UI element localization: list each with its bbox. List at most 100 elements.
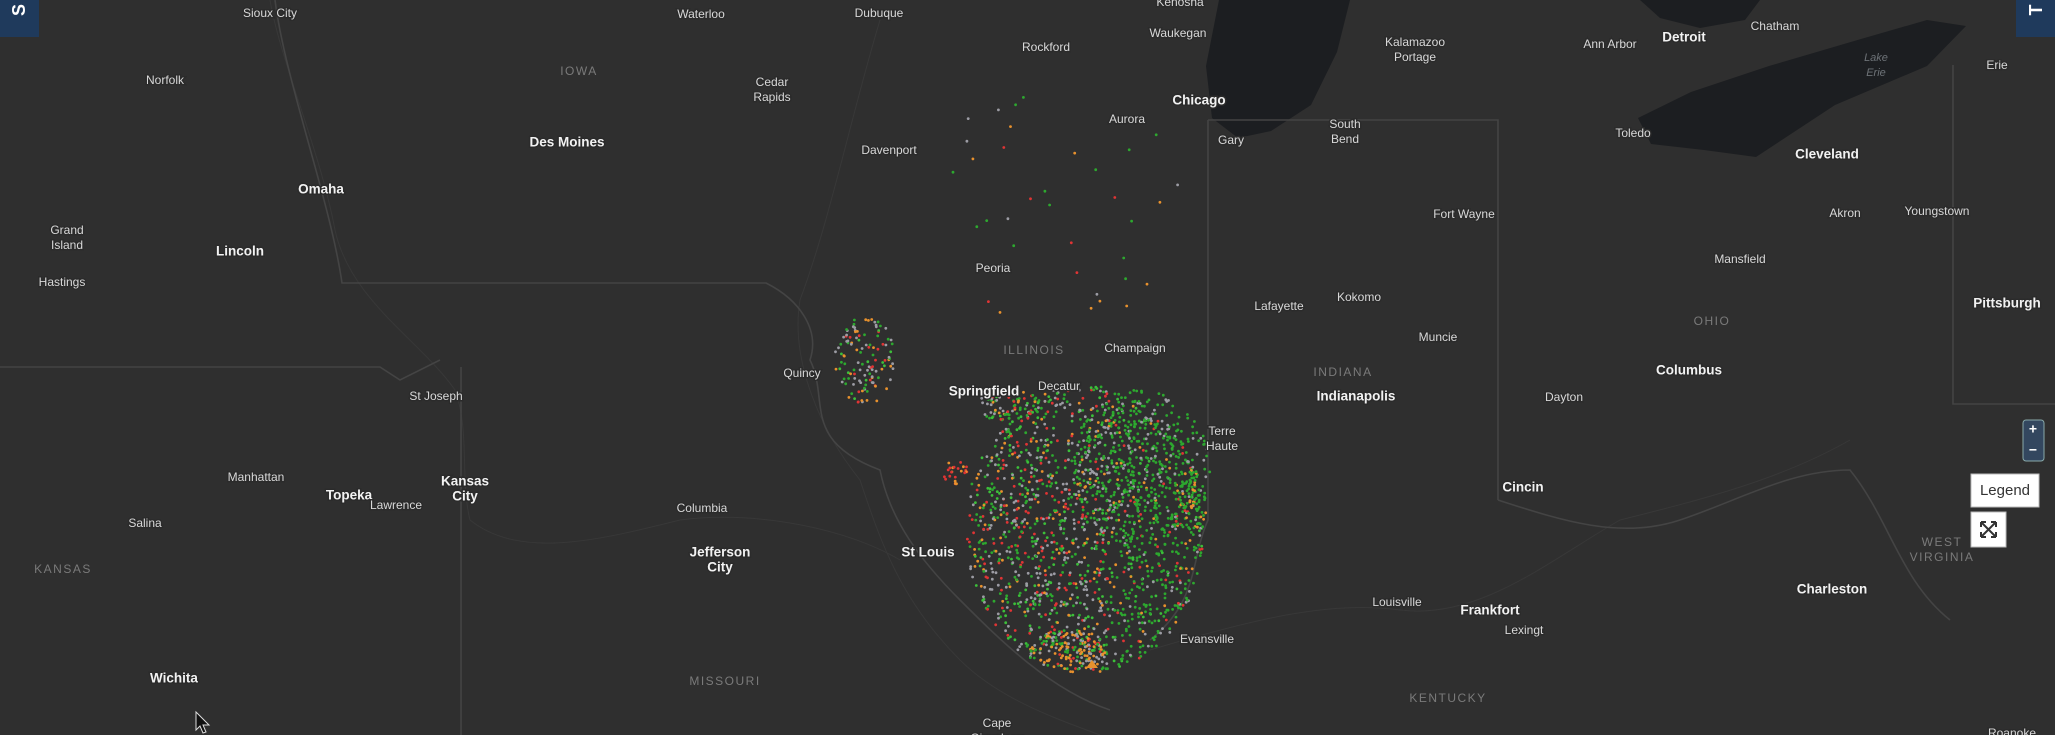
point xyxy=(1188,500,1192,504)
point xyxy=(1046,634,1050,638)
point xyxy=(1137,439,1141,443)
point xyxy=(1118,415,1122,419)
point xyxy=(1023,407,1027,411)
point xyxy=(1040,478,1043,482)
point xyxy=(1079,648,1083,651)
point xyxy=(986,604,990,608)
point xyxy=(1077,520,1081,524)
point xyxy=(1065,551,1069,555)
point xyxy=(1062,499,1066,502)
point xyxy=(1139,456,1143,460)
city-label: City xyxy=(452,489,478,504)
point xyxy=(1072,478,1075,481)
point xyxy=(1176,604,1179,608)
point xyxy=(1101,487,1105,490)
point xyxy=(1045,643,1048,647)
point xyxy=(983,523,987,527)
point xyxy=(984,575,988,579)
point xyxy=(1035,479,1039,483)
point xyxy=(1066,651,1069,654)
point xyxy=(1009,492,1013,496)
point xyxy=(1017,416,1020,420)
point xyxy=(1001,409,1005,413)
point xyxy=(1153,635,1157,638)
point xyxy=(981,557,985,561)
point xyxy=(1057,551,1061,555)
point xyxy=(1061,546,1065,550)
point xyxy=(1130,612,1134,616)
point xyxy=(1129,414,1133,417)
point xyxy=(1154,426,1157,430)
side-tab[interactable] xyxy=(0,0,39,37)
point xyxy=(1085,520,1089,524)
point xyxy=(1135,389,1139,393)
point xyxy=(1036,449,1040,452)
point xyxy=(1063,393,1066,397)
point xyxy=(1022,390,1025,394)
point xyxy=(1064,505,1067,509)
point xyxy=(842,377,846,381)
point xyxy=(1145,282,1149,286)
point xyxy=(1077,622,1080,626)
point xyxy=(1050,594,1054,598)
point xyxy=(978,564,982,568)
point xyxy=(1118,539,1122,543)
point xyxy=(994,549,998,553)
point xyxy=(1029,603,1032,607)
point xyxy=(1075,601,1078,605)
point xyxy=(1005,412,1009,416)
point xyxy=(1112,465,1115,469)
point xyxy=(1039,658,1043,662)
side-tab-label[interactable]: S xyxy=(9,4,29,16)
point xyxy=(1132,521,1136,524)
point xyxy=(1098,507,1102,511)
point xyxy=(1046,663,1050,667)
point xyxy=(1029,652,1033,655)
point xyxy=(1015,548,1019,552)
point xyxy=(1055,639,1059,642)
point xyxy=(1142,603,1146,606)
point xyxy=(839,342,843,346)
point xyxy=(1073,471,1076,475)
point xyxy=(1059,403,1062,406)
point xyxy=(1146,501,1150,505)
point xyxy=(1178,495,1182,499)
zoom-out[interactable]: − xyxy=(2029,442,2037,458)
point xyxy=(1163,465,1167,468)
state-label: IOWA xyxy=(560,64,598,78)
point xyxy=(1193,420,1196,423)
point xyxy=(1171,444,1175,448)
zoom-in[interactable]: + xyxy=(2029,421,2037,437)
point xyxy=(1114,652,1117,656)
point xyxy=(980,538,984,542)
point xyxy=(1184,458,1187,462)
legend-button[interactable] xyxy=(1970,473,2040,508)
point xyxy=(1052,509,1056,512)
point xyxy=(1068,488,1071,492)
point xyxy=(1161,484,1165,488)
point xyxy=(1004,629,1007,633)
point xyxy=(1094,523,1098,526)
point xyxy=(1024,486,1028,490)
point xyxy=(1097,481,1101,484)
point xyxy=(1171,580,1174,584)
side-tab-label[interactable]: T xyxy=(2026,5,2046,16)
point xyxy=(1168,435,1172,439)
legend-button-label[interactable]: Legend xyxy=(1980,482,2030,499)
point xyxy=(1042,639,1046,643)
point xyxy=(1103,651,1107,654)
side-tab[interactable] xyxy=(2016,0,2055,37)
point xyxy=(1146,432,1150,436)
point xyxy=(980,396,984,400)
point xyxy=(1060,642,1064,645)
point xyxy=(1026,643,1030,647)
point xyxy=(1094,460,1098,464)
point xyxy=(1152,517,1156,520)
city-label: Cleveland xyxy=(1795,147,1859,162)
point xyxy=(1084,450,1087,454)
point xyxy=(1081,489,1085,492)
point xyxy=(889,338,893,342)
point xyxy=(1085,490,1089,494)
fullscreen-icon xyxy=(1980,521,1997,538)
point xyxy=(1068,573,1071,577)
